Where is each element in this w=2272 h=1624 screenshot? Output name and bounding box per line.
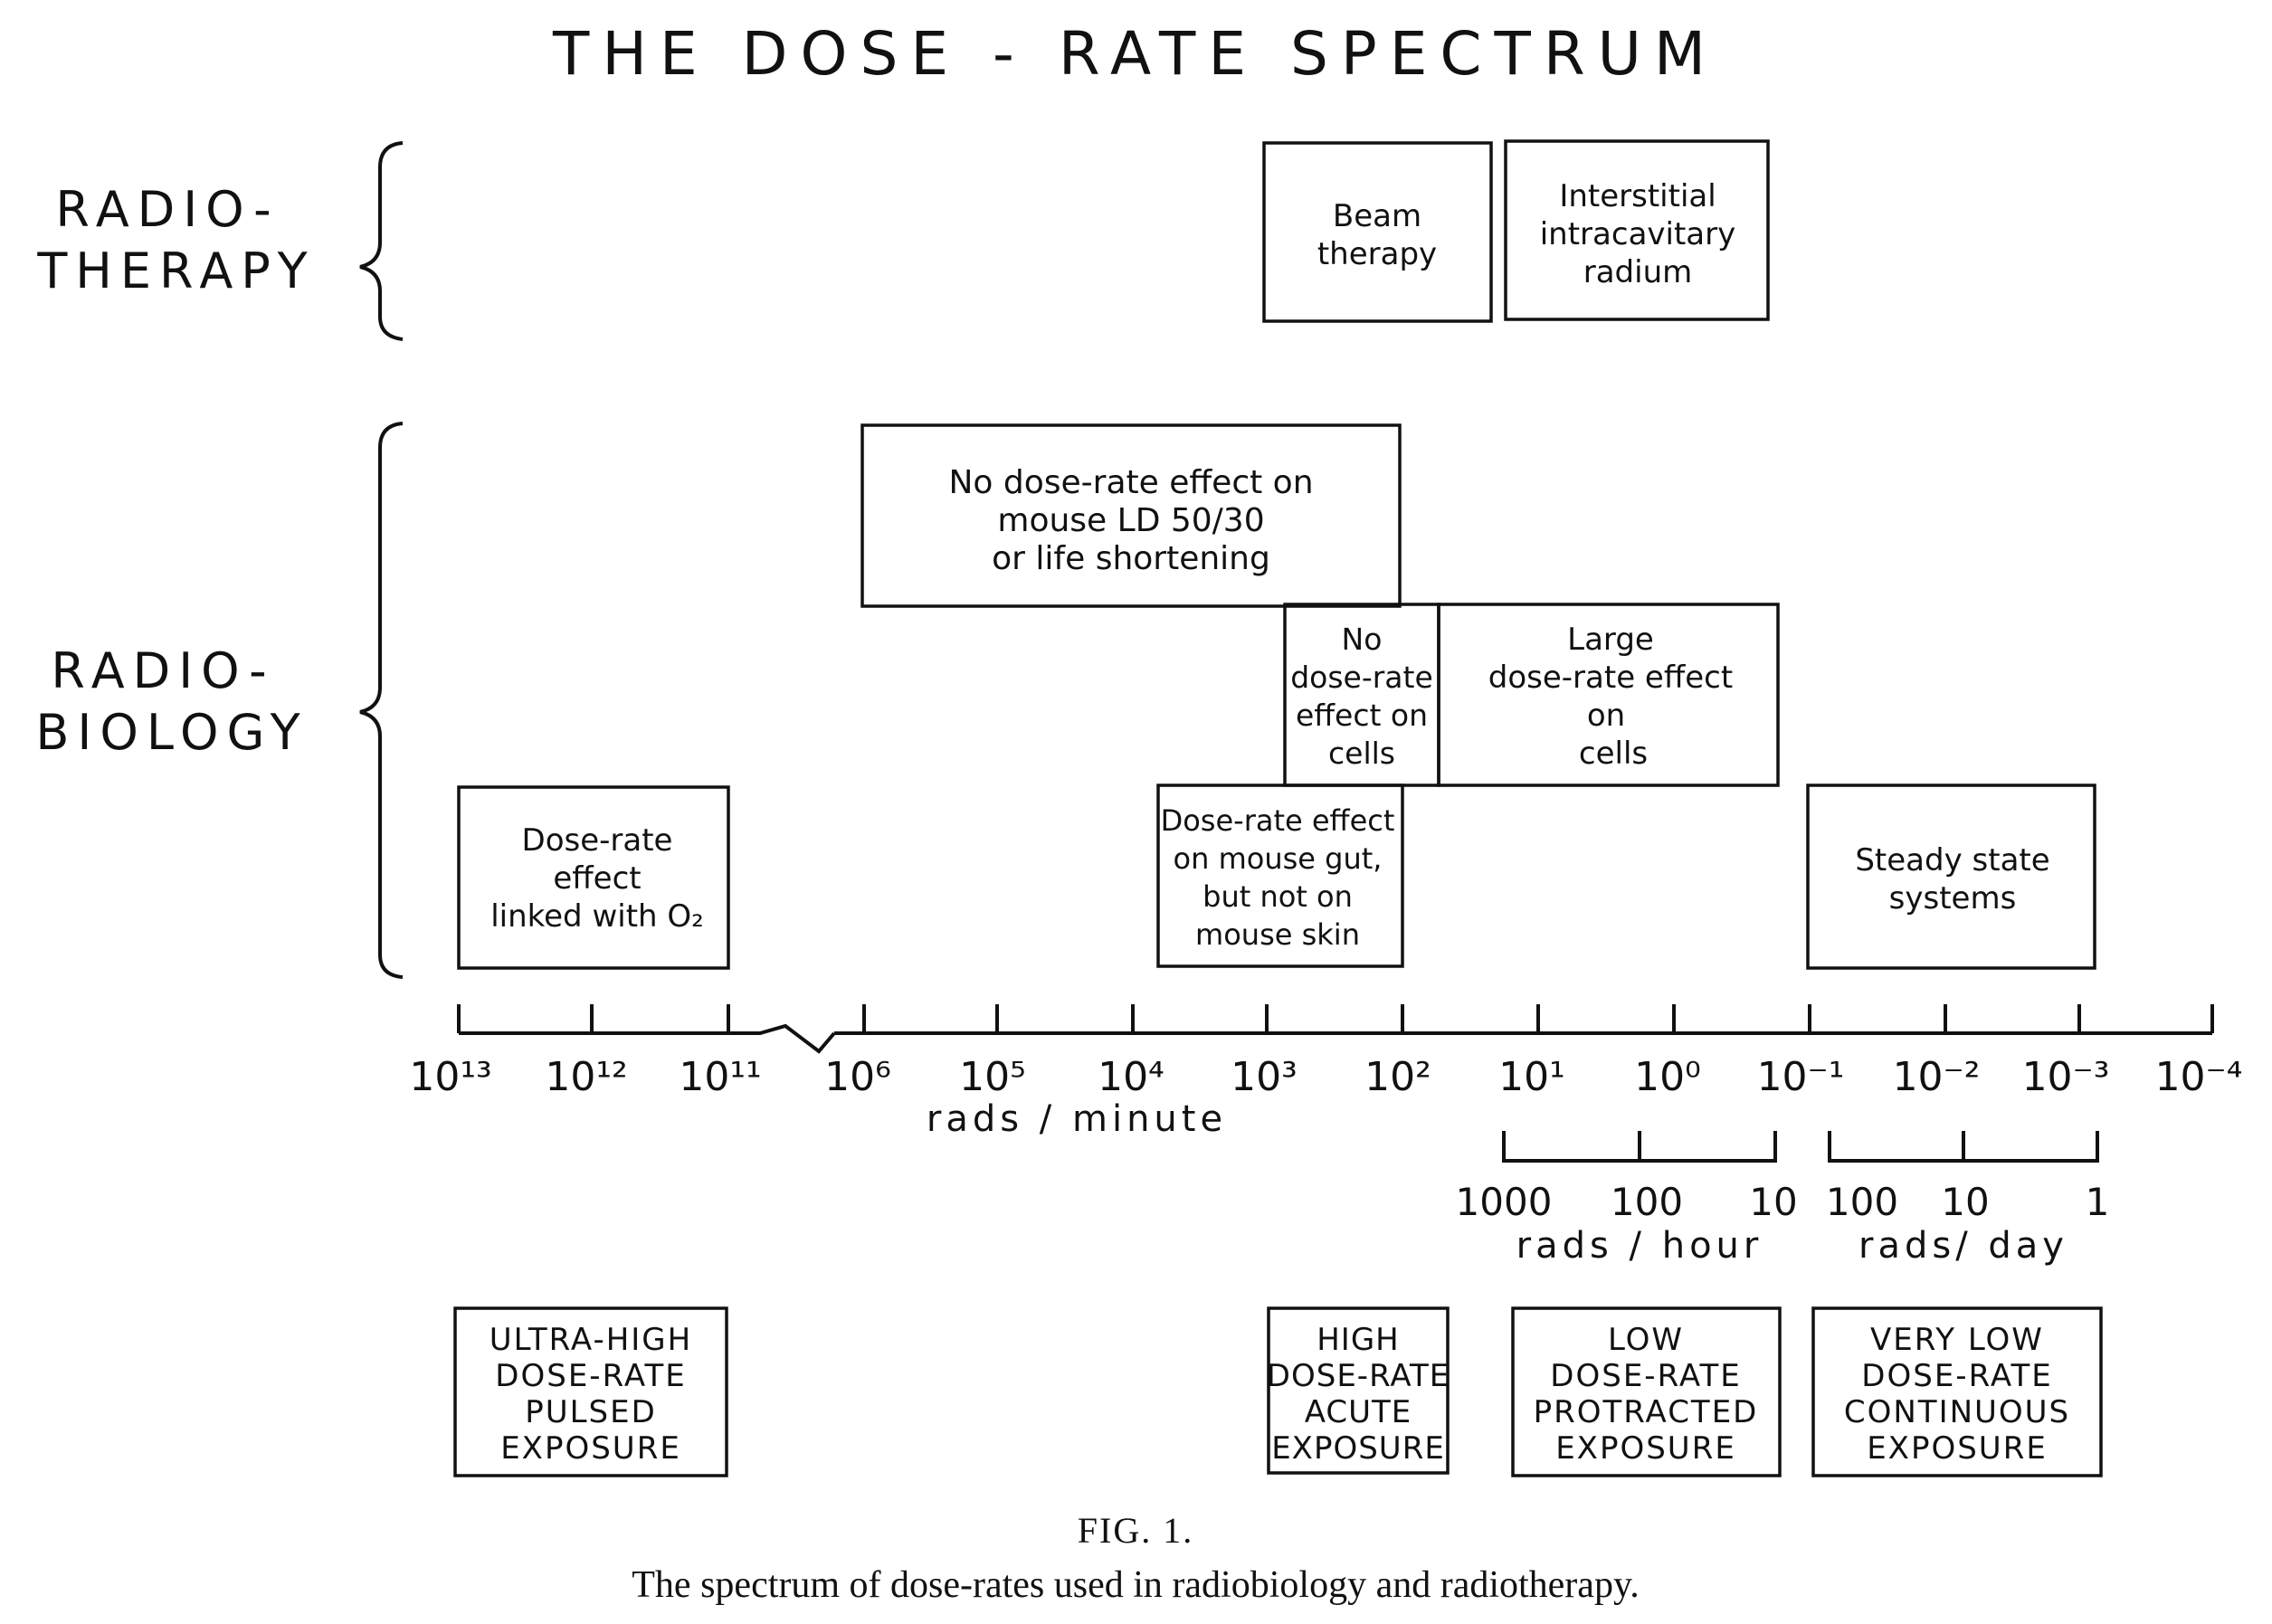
- radiotherapy-label-line1: RADIO-: [55, 181, 279, 238]
- very-low-category-box: VERY LOW DOSE-RATE CONTINUOUS EXPOSURE: [1811, 1306, 2103, 1477]
- very-low-line3: CONTINUOUS: [1844, 1394, 2070, 1430]
- high-line2: DOSE-RATE: [1267, 1358, 1450, 1394]
- axis-unit-label: rads / minute: [927, 1098, 1227, 1140]
- hour-tick-1000: 1000: [1456, 1180, 1553, 1224]
- low-line2: DOSE-RATE: [1550, 1358, 1741, 1394]
- no-effect-cells-line4: cells: [1328, 736, 1395, 771]
- hour-tick-100: 100: [1611, 1180, 1683, 1224]
- ultra-high-line4: EXPOSURE: [500, 1430, 681, 1467]
- axis-tick-label: 10⁻⁴: [2155, 1054, 2243, 1100]
- day-scale-unit: rads/ day: [1858, 1225, 2068, 1267]
- figure-label: FIG. 1.: [1078, 1510, 1193, 1551]
- no-effect-cells-line1: No: [1342, 622, 1383, 657]
- axis-ticks: 10¹³ 10¹² 10¹¹ 10⁶ 10⁵ 10⁴ 10³ 10² 10¹ 10⁰ 10⁻¹ 10⁻…: [409, 1004, 2242, 1100]
- hour-tick-10: 10: [1749, 1180, 1797, 1224]
- steady-state-line1: Steady state: [1855, 842, 2049, 878]
- axis-tick-label: 10¹¹: [679, 1054, 761, 1100]
- no-effect-cells-line3: effect on: [1296, 698, 1428, 733]
- large-effect-cells-box: Large dose-rate effect on cells: [1437, 603, 1780, 787]
- axis-tick-label: 10¹²: [545, 1054, 627, 1100]
- mouse-gut-line4: mouse skin: [1195, 917, 1360, 952]
- low-line1: LOW: [1608, 1322, 1684, 1358]
- low-line4: EXPOSURE: [1555, 1430, 1736, 1467]
- mouse-gut-box: Dose-rate effect on mouse gut, but not o…: [1156, 784, 1404, 968]
- high-line3: ACUTE: [1305, 1394, 1412, 1430]
- ultra-high-line1: ULTRA-HIGH: [490, 1322, 692, 1358]
- axis-tick-label: 10¹: [1498, 1054, 1565, 1100]
- radiobiology-label: RADIO- BIOLOGY: [35, 642, 308, 761]
- rads-per-hour-scale: 1000 100 10 rads / hour: [1456, 1131, 1798, 1267]
- axis-tick-label: 10⁰: [1634, 1054, 1701, 1100]
- radiotherapy-label: RADIO- THERAPY: [36, 181, 315, 299]
- mouse-gut-line1: Dose-rate effect: [1161, 803, 1395, 838]
- large-effect-cells-line3: on: [1587, 698, 1625, 734]
- radiobiology-label-line1: RADIO-: [51, 642, 274, 699]
- no-effect-mouse-box: No dose-rate effect on mouse LD 50/30 or…: [860, 423, 1402, 608]
- radiotherapy-label-line2: THERAPY: [36, 242, 315, 299]
- mouse-gut-line2: on mouse gut,: [1174, 841, 1383, 876]
- interstitial-radium-box: Interstitial intracavitary radium: [1504, 139, 1770, 321]
- axis-tick-label: 10⁻²: [1893, 1054, 1981, 1100]
- interstitial-line2: intracavitary: [1540, 216, 1736, 252]
- ultra-high-line2: DOSE-RATE: [495, 1358, 686, 1394]
- very-low-line1: VERY LOW: [1870, 1322, 2044, 1358]
- interstitial-line3: radium: [1583, 254, 1693, 290]
- high-category-box: HIGH DOSE-RATE ACUTE EXPOSURE: [1267, 1306, 1450, 1475]
- rads-per-day-scale: 100 10 1 rads/ day: [1826, 1131, 2109, 1267]
- no-effect-cells-line2: dose-rate: [1290, 660, 1433, 695]
- no-effect-mouse-line2: mouse LD 50/30: [997, 502, 1264, 539]
- high-line1: HIGH: [1317, 1322, 1400, 1358]
- radiotherapy-brace: [359, 141, 404, 341]
- day-tick-1: 1: [2086, 1180, 2110, 1224]
- no-effect-cells-box: No dose-rate effect on cells: [1283, 603, 1440, 787]
- interstitial-line1: Interstitial: [1559, 178, 1716, 214]
- axis-tick-label: 10⁻¹: [1757, 1054, 1845, 1100]
- dose-rate-axis: 10¹³ 10¹² 10¹¹ 10⁶ 10⁵ 10⁴ 10³ 10² 10¹ 10⁰ 10⁻¹ 10⁻…: [409, 1004, 2242, 1140]
- o2-linked-line2: effect: [553, 860, 641, 897]
- very-low-line2: DOSE-RATE: [1861, 1358, 2052, 1394]
- axis-tick-label: 10²: [1364, 1054, 1431, 1100]
- o2-linked-line1: Dose-rate: [522, 822, 673, 859]
- axis-line-left: [459, 1023, 836, 1054]
- axis-tick-label: 10⁴: [1098, 1054, 1165, 1100]
- no-effect-mouse-line1: No dose-rate effect on: [948, 464, 1313, 501]
- day-tick-10: 10: [1941, 1180, 1989, 1224]
- hour-scale-bracket: [1502, 1131, 1777, 1163]
- ultra-high-category-box: ULTRA-HIGH DOSE-RATE PULSED EXPOSURE: [453, 1306, 728, 1477]
- axis-tick-label: 10⁵: [959, 1054, 1026, 1100]
- day-tick-100: 100: [1826, 1180, 1898, 1224]
- steady-state-line2: systems: [1889, 880, 2017, 916]
- very-low-line4: EXPOSURE: [1867, 1430, 2048, 1467]
- beam-therapy-box: Beam therapy: [1262, 141, 1493, 323]
- mouse-gut-line3: but not on: [1203, 879, 1353, 914]
- figure-title: THE DOSE - RATE SPECTRUM: [552, 19, 1718, 89]
- radiobiology-brace: [359, 422, 404, 979]
- no-effect-mouse-line3: or life shortening: [992, 540, 1270, 577]
- axis-tick-label: 10⁶: [824, 1054, 891, 1100]
- steady-state-box: Steady state systems: [1806, 784, 2096, 970]
- day-scale-bracket: [1828, 1131, 2099, 1163]
- axis-tick-label: 10¹³: [409, 1054, 491, 1100]
- hour-scale-unit: rads / hour: [1516, 1225, 1763, 1267]
- high-line4: EXPOSURE: [1271, 1430, 1445, 1467]
- low-line3: PROTRACTED: [1534, 1394, 1759, 1430]
- axis-tick-label: 10³: [1231, 1054, 1298, 1100]
- ultra-high-line3: PULSED: [525, 1394, 657, 1430]
- large-effect-cells-line2: dose-rate effect: [1488, 660, 1733, 696]
- beam-therapy-line1: Beam: [1333, 198, 1421, 234]
- large-effect-cells-line4: cells: [1579, 736, 1648, 772]
- low-category-box: LOW DOSE-RATE PROTRACTED EXPOSURE: [1511, 1306, 1782, 1477]
- beam-therapy-line2: therapy: [1317, 236, 1437, 272]
- large-effect-cells-line1: Large: [1567, 622, 1654, 658]
- figure-caption: The spectrum of dose-rates used in radio…: [632, 1564, 1639, 1606]
- axis-tick-label: 10⁻³: [2022, 1054, 2110, 1100]
- radiobiology-label-line2: BIOLOGY: [35, 704, 308, 761]
- o2-linked-box: Dose-rate effect linked with O₂: [457, 785, 730, 970]
- o2-linked-line3: linked with O₂: [490, 898, 704, 935]
